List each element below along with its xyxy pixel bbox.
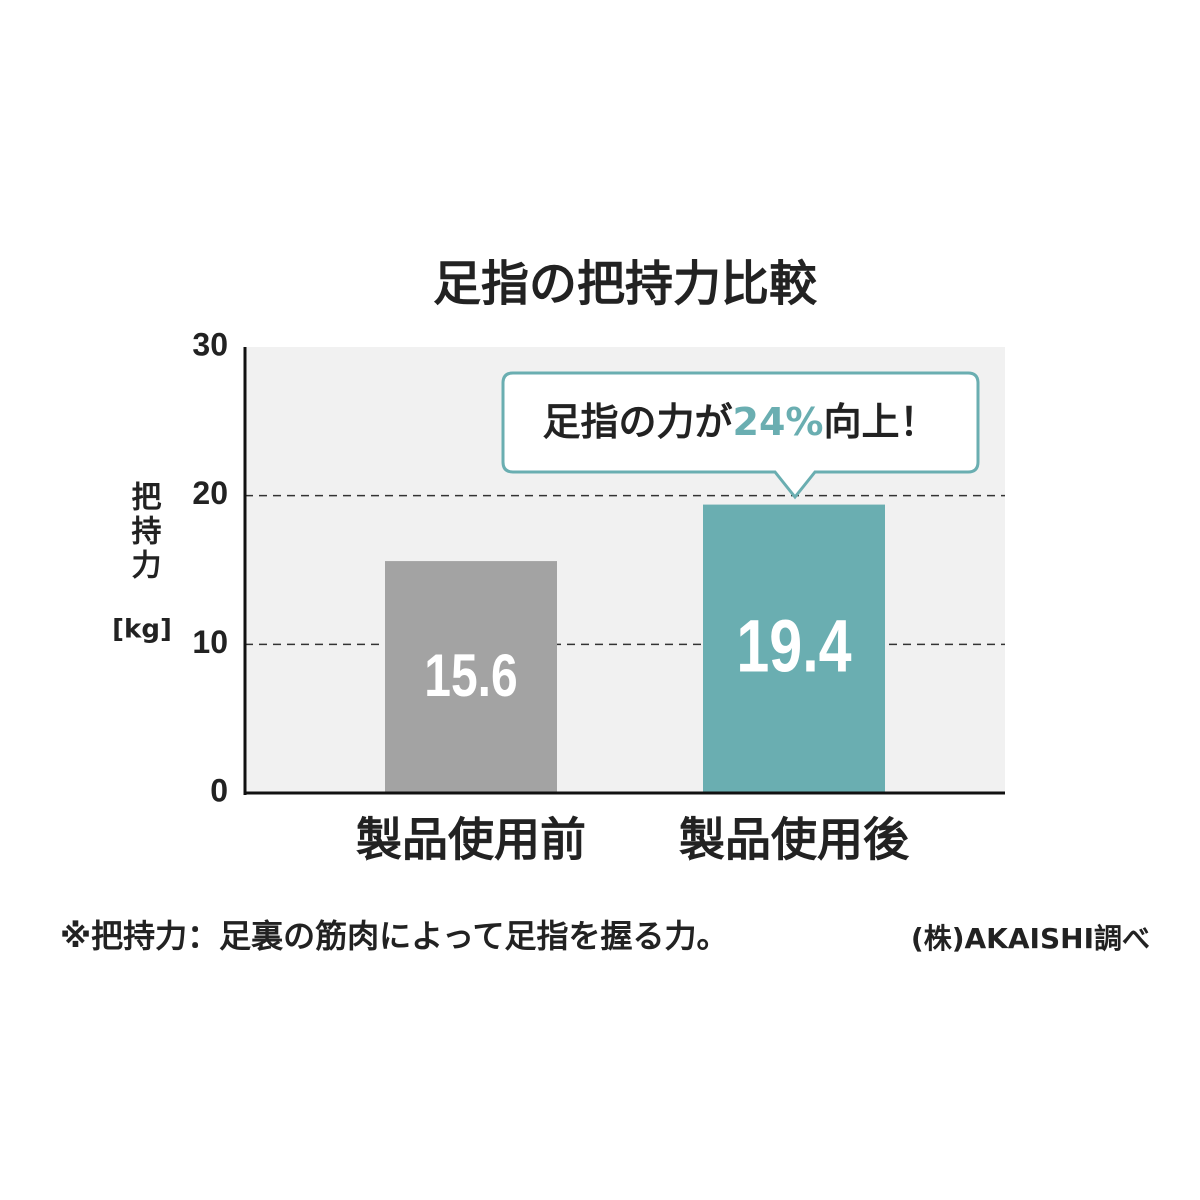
value-label: 19.4 [736, 605, 851, 688]
y-axis-unit: [kg] [112, 615, 172, 645]
callout [501, 371, 980, 500]
y-tick-label: 10 [192, 624, 228, 660]
y-tick-label: 0 [210, 772, 228, 808]
x-tick-label: 製品使用後 [679, 813, 910, 867]
x-tick-label: 製品使用前 [356, 813, 586, 867]
bar [703, 504, 885, 793]
bar [385, 561, 557, 793]
footnote: ※把持力：足裏の筋肉によって足指を握る力。 [60, 917, 729, 955]
callout-text-part: 24% [733, 400, 824, 444]
chart-title: 足指の把持力比較 [433, 256, 818, 312]
callout-text-part: 足指の力が [543, 400, 733, 444]
callout-text-part: 向上！ [823, 400, 937, 444]
y-tick-label: 30 [192, 326, 228, 362]
callout-text: 足指の力が24%向上！ [543, 400, 938, 444]
source: (株)AKAISHI調べ [911, 922, 1150, 955]
value-label: 15.6 [424, 642, 517, 709]
y-axis-label: 把持力 [126, 481, 162, 583]
y-tick-label: 20 [192, 475, 228, 511]
